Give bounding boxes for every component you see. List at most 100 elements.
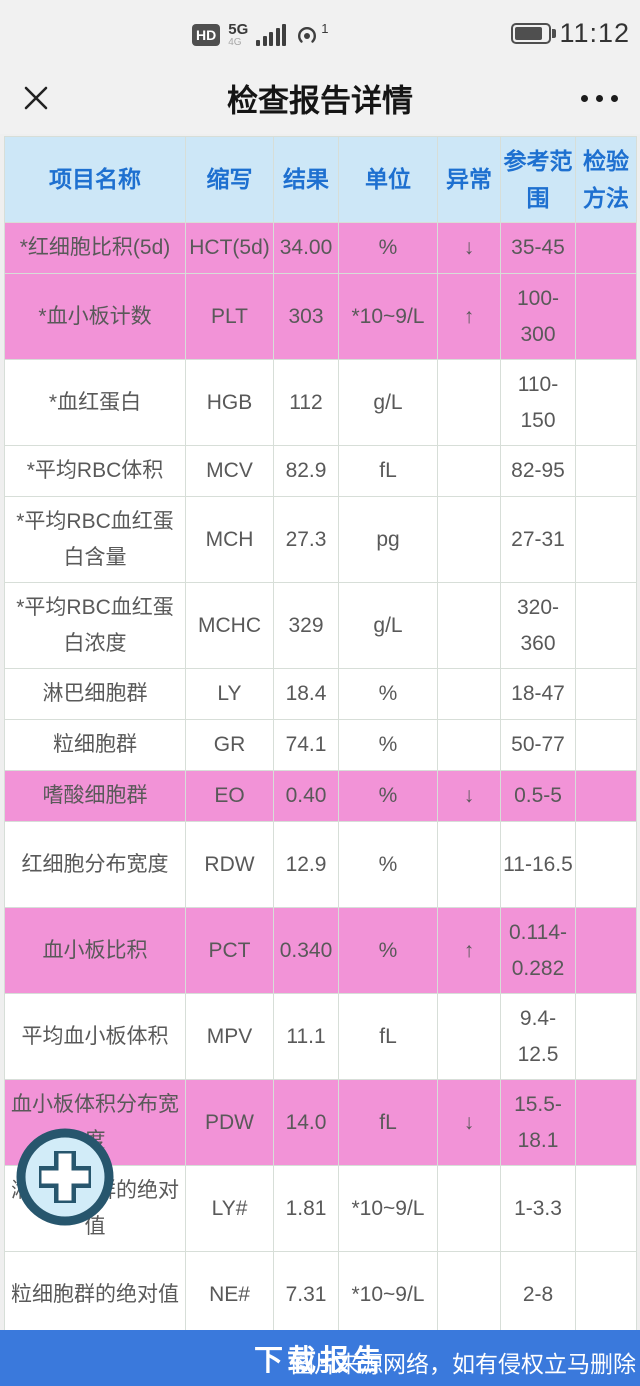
cell-item-name: *平均RBC血红蛋白浓度 [4, 582, 186, 669]
cell-item-name: 血小板比积 [4, 907, 186, 994]
cell-item-name: *平均RBC血红蛋白含量 [4, 496, 186, 583]
page-title: 检查报告详情 [227, 83, 413, 119]
cell-reference-range: 9.4-12.5 [500, 993, 576, 1080]
cell-abbr: LY [185, 668, 274, 720]
cell-abbr: MCV [185, 445, 274, 497]
cell-method [575, 1165, 637, 1252]
more-dots-icon [581, 94, 588, 102]
cell-unit: pg [338, 496, 438, 583]
cell-abnormal-flag: ↑ [437, 907, 501, 994]
table-row: 平均血小板体积 MPV 11.1 fL 9.4-12.5 [4, 993, 637, 1080]
cell-reference-range: 27-31 [500, 496, 576, 583]
cell-abbr: PLT [185, 273, 274, 360]
cell-method [575, 821, 637, 908]
status-bar: HD 5G 4G 1 11:12 [0, 0, 640, 62]
plus-icon [16, 1128, 114, 1226]
cell-abnormal-flag: ↑ [437, 273, 501, 360]
cell-abnormal-flag [437, 1251, 501, 1338]
table-row: *平均RBC体积 MCV 82.9 fL 82-95 [4, 445, 637, 497]
cell-unit: g/L [338, 359, 438, 446]
table-row: *平均RBC血红蛋白浓度 MCHC 329 g/L 320-360 [4, 582, 637, 669]
cell-item-name: *红细胞比积(5d) [4, 222, 186, 274]
cell-method [575, 273, 637, 360]
status-left-icons: HD 5G 4G 1 [192, 20, 328, 50]
table-header-row: 项目名称 缩写 结果 单位 异常 参考范围 检验方法 [4, 136, 637, 223]
cell-unit: fL [338, 445, 438, 497]
table-row: *血红蛋白 HGB 112 g/L 110-150 [4, 359, 637, 446]
cell-result: 34.00 [273, 222, 339, 274]
col-header-method: 检验方法 [575, 136, 637, 223]
cell-abnormal-flag [437, 821, 501, 908]
cell-unit: *10~9/L [338, 1251, 438, 1338]
cell-reference-range: 0.5-5 [500, 770, 576, 822]
cell-result: 0.340 [273, 907, 339, 994]
download-report-button[interactable]: 下载报告 [0, 1330, 640, 1386]
cell-unit: % [338, 719, 438, 771]
table-row: 嗜酸细胞群 EO 0.40% ↓ 0.5-5 [4, 770, 637, 822]
cell-abbr: HCT(5d) [185, 222, 274, 274]
more-menu-button[interactable] [581, 90, 618, 106]
download-report-label: 下载报告 [253, 1345, 386, 1377]
broadcast-icon [298, 26, 317, 43]
app-bar: 检查报告详情 [0, 62, 640, 134]
cell-unit: fL [338, 993, 438, 1080]
cell-unit: *10~9/L [338, 1165, 438, 1252]
cell-abbr: PCT [185, 907, 274, 994]
cell-abnormal-flag [437, 582, 501, 669]
cell-reference-range: 100-300 [500, 273, 576, 360]
table-row: 血小板比积 PCT 0.340% ↑ 0.114-0.282 [4, 907, 637, 994]
cell-reference-range: 82-95 [500, 445, 576, 497]
table-row: 红细胞分布宽度 RDW 12.9% 11-16.5 [4, 821, 637, 908]
cell-item-name: 粒细胞群的绝对值 [4, 1251, 186, 1338]
cell-item-name: *血小板计数 [4, 273, 186, 360]
cell-abnormal-flag [437, 719, 501, 771]
cell-result: 27.3 [273, 496, 339, 583]
cell-result: 329 [273, 582, 339, 669]
close-icon [24, 86, 48, 110]
col-header-reference-range: 参考范围 [500, 136, 576, 223]
cell-item-name: 平均血小板体积 [4, 993, 186, 1080]
cell-method [575, 668, 637, 720]
cell-item-name: 淋巴细胞群 [4, 668, 186, 720]
table-row: *平均RBC血红蛋白含量 MCH 27.3 pg 27-31 [4, 496, 637, 583]
cell-result: 0.40 [273, 770, 339, 822]
cell-unit: fL [338, 1079, 438, 1166]
cell-result: 74.1 [273, 719, 339, 771]
cell-abnormal-flag [437, 359, 501, 446]
add-floating-button[interactable] [14, 1126, 116, 1228]
col-header-unit: 单位 [338, 136, 438, 223]
cell-item-name: 红细胞分布宽度 [4, 821, 186, 908]
cell-reference-range: 0.114-0.282 [500, 907, 576, 994]
table-row: 粒细胞群的绝对值 NE# 7.31 *10~9/L 2-8 [4, 1251, 637, 1338]
cell-abnormal-flag [437, 993, 501, 1080]
cell-abnormal-flag [437, 668, 501, 720]
close-button[interactable] [18, 80, 54, 116]
cell-method [575, 907, 637, 994]
table-row: *红细胞比积(5d) HCT(5d) 34.00% ↓ 35-45 [4, 222, 637, 274]
cell-method [575, 993, 637, 1080]
col-header-abbr: 缩写 [185, 136, 274, 223]
cell-method [575, 582, 637, 669]
cell-abbr: RDW [185, 821, 274, 908]
cell-reference-range: 11-16.5 [500, 821, 576, 908]
report-table-body: *红细胞比积(5d) HCT(5d) 34.00% ↓ 35-45 *血小板计数 PLT 30… [4, 222, 637, 1338]
cell-reference-range: 15.5-18.1 [500, 1079, 576, 1166]
table-row: 粒细胞群 GR 74.1% 50-77 [4, 719, 637, 771]
cell-method [575, 359, 637, 446]
signal-strength-icon [256, 24, 287, 46]
table-row: *血小板计数 PLT 303 *10~9/L ↑ 100-300 [4, 273, 637, 360]
cell-unit: % [338, 770, 438, 822]
cell-method [575, 445, 637, 497]
cell-result: 303 [273, 273, 339, 360]
watermark-text: 图片来源网络，如有侵权立马删除 [291, 1351, 636, 1377]
cell-result: 82.9 [273, 445, 339, 497]
cell-item-name: *平均RBC体积 [4, 445, 186, 497]
cell-abbr: GR [185, 719, 274, 771]
table-row: 血小板体积分布宽度PDW14.0fL↓15.5-18.1 [4, 1079, 637, 1166]
voice-call-icon: 1 [294, 22, 328, 48]
cell-abnormal-flag [437, 445, 501, 497]
network-type-indicator: 5G 4G [228, 22, 248, 48]
cell-result: 1.81 [273, 1165, 339, 1252]
cell-reference-range: 110-150 [500, 359, 576, 446]
status-time: 11:12 [559, 18, 630, 48]
